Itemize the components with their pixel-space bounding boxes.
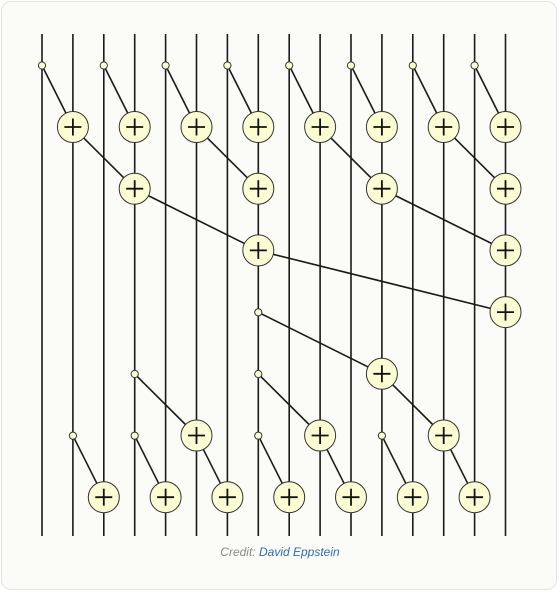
plus-node (427, 419, 460, 452)
plus-node (242, 111, 275, 143)
plus-node (180, 111, 213, 143)
plus-node (489, 111, 522, 143)
plus-node (118, 111, 151, 143)
plus-node (489, 296, 522, 329)
source-dot (99, 61, 108, 70)
source-dot (254, 369, 263, 379)
plus-node (335, 481, 367, 514)
source-dot (470, 61, 479, 70)
credit-line: Credit: David Eppstein (2, 545, 556, 559)
source-dot (130, 431, 139, 440)
source-dot (377, 431, 386, 440)
plus-node (180, 419, 213, 452)
plus-node (242, 234, 275, 267)
plus-node (489, 234, 522, 267)
plus-node (273, 481, 306, 514)
credit-prefix: Credit: (220, 545, 256, 559)
source-dot (285, 61, 294, 70)
source-dot (37, 61, 47, 70)
source-dot (254, 431, 263, 440)
edge-3-7 (134, 188, 259, 252)
source-dot (223, 61, 232, 70)
plus-node (149, 481, 182, 514)
operator-nodes-group (56, 111, 522, 514)
plus-node (365, 357, 398, 390)
plus-node (56, 111, 89, 143)
source-dot (130, 369, 139, 379)
credit-author-link[interactable]: David Eppstein (258, 545, 340, 559)
plus-node (365, 172, 398, 205)
plus-node (87, 481, 120, 514)
edge-11-15 (381, 188, 506, 252)
plus-node (118, 172, 151, 205)
plus-node (458, 481, 491, 514)
plus-node (211, 481, 244, 514)
plus-node (489, 172, 522, 205)
edge-7-15 (258, 249, 506, 313)
prefix-sum-network-diagram (37, 34, 522, 536)
plus-node (365, 111, 398, 143)
plus-node (396, 481, 429, 514)
plus-node (427, 111, 460, 143)
plus-node (304, 111, 337, 143)
source-dot (346, 61, 356, 70)
edge-7-11 (257, 311, 383, 375)
source-dot (254, 308, 263, 317)
plus-node (242, 172, 275, 205)
wires-group (41, 34, 507, 536)
plus-node (304, 419, 337, 452)
source-dot (408, 61, 417, 70)
source-dot (161, 61, 170, 70)
source-dot (68, 431, 78, 440)
